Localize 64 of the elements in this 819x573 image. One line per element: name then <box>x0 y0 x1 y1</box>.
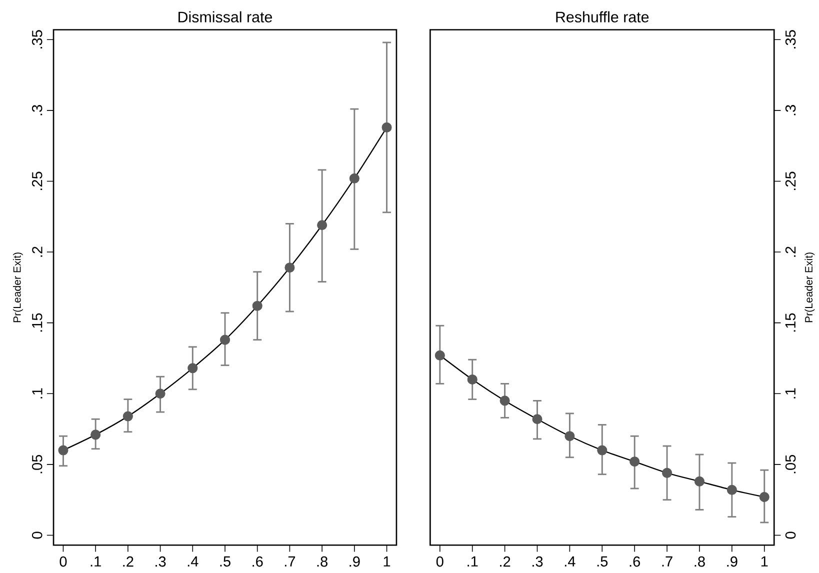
y-tick-label: .3 <box>32 105 42 116</box>
chart-title: Reshuffle rate <box>556 11 649 22</box>
point <box>58 445 68 456</box>
x-tick-label: .9 <box>727 556 738 567</box>
point <box>500 396 510 406</box>
point <box>252 300 262 311</box>
x-tick-label: .1 <box>90 556 101 566</box>
point <box>155 388 166 399</box>
x-tick-label: .8 <box>694 556 705 567</box>
point <box>284 262 295 273</box>
y-tick-label: .3 <box>785 105 796 116</box>
y-tick-label: .05 <box>32 454 42 474</box>
y-axis-title: Pr(Leader Exit) <box>804 252 815 322</box>
x-tick-label: .2 <box>500 556 510 567</box>
y-tick-label: 0 <box>785 532 796 539</box>
point <box>122 411 133 422</box>
x-tick-label: .5 <box>597 556 608 567</box>
x-tick-label: .2 <box>123 556 134 567</box>
point <box>220 334 230 345</box>
x-tick-label: .6 <box>630 556 640 567</box>
point <box>467 374 478 385</box>
y-tick-label: .35 <box>32 30 42 48</box>
x-tick-label: .3 <box>532 556 543 567</box>
point <box>434 350 445 360</box>
point <box>188 363 198 374</box>
x-tick-label: .4 <box>564 556 576 566</box>
y-tick-label: .1 <box>32 388 42 398</box>
point <box>630 456 640 467</box>
y-tick-label: .35 <box>785 30 796 48</box>
x-tick-label: .1 <box>468 556 478 566</box>
point <box>694 476 704 486</box>
x-tick-label: .8 <box>317 556 328 567</box>
y-tick-label: .15 <box>32 313 42 332</box>
x-tick-label: .9 <box>350 556 360 567</box>
x-tick-label: .6 <box>252 556 263 567</box>
y-tick-label: .15 <box>785 313 796 332</box>
point <box>726 484 737 495</box>
point <box>759 492 770 502</box>
chart-title: Dismissal rate <box>178 11 272 22</box>
point <box>564 431 575 442</box>
x-tick-label: .5 <box>220 556 230 567</box>
x-tick-label: .4 <box>188 556 198 566</box>
x-tick-label: .7 <box>284 556 296 566</box>
y-tick-label: .25 <box>32 172 42 190</box>
x-tick-label: 1 <box>384 556 390 566</box>
x-tick-label: 0 <box>60 556 67 567</box>
point <box>532 414 542 424</box>
x-tick-label: 1 <box>761 556 768 566</box>
point <box>349 173 360 184</box>
y-tick-label: .25 <box>785 172 796 190</box>
point <box>382 122 392 132</box>
y-tick-label: .05 <box>785 454 796 474</box>
point <box>662 468 672 478</box>
x-tick-label: 0 <box>436 556 444 567</box>
y-axis-title: Pr(Leader Exit) <box>13 252 23 322</box>
y-tick-label: .2 <box>785 246 796 257</box>
y-tick-label: .1 <box>785 388 796 398</box>
point <box>597 445 608 456</box>
x-tick-label: .3 <box>156 556 166 567</box>
point <box>90 430 101 440</box>
y-tick-label: 0 <box>32 532 42 539</box>
x-tick-label: .7 <box>662 556 672 566</box>
y-tick-label: .2 <box>32 246 42 257</box>
point <box>317 220 328 230</box>
